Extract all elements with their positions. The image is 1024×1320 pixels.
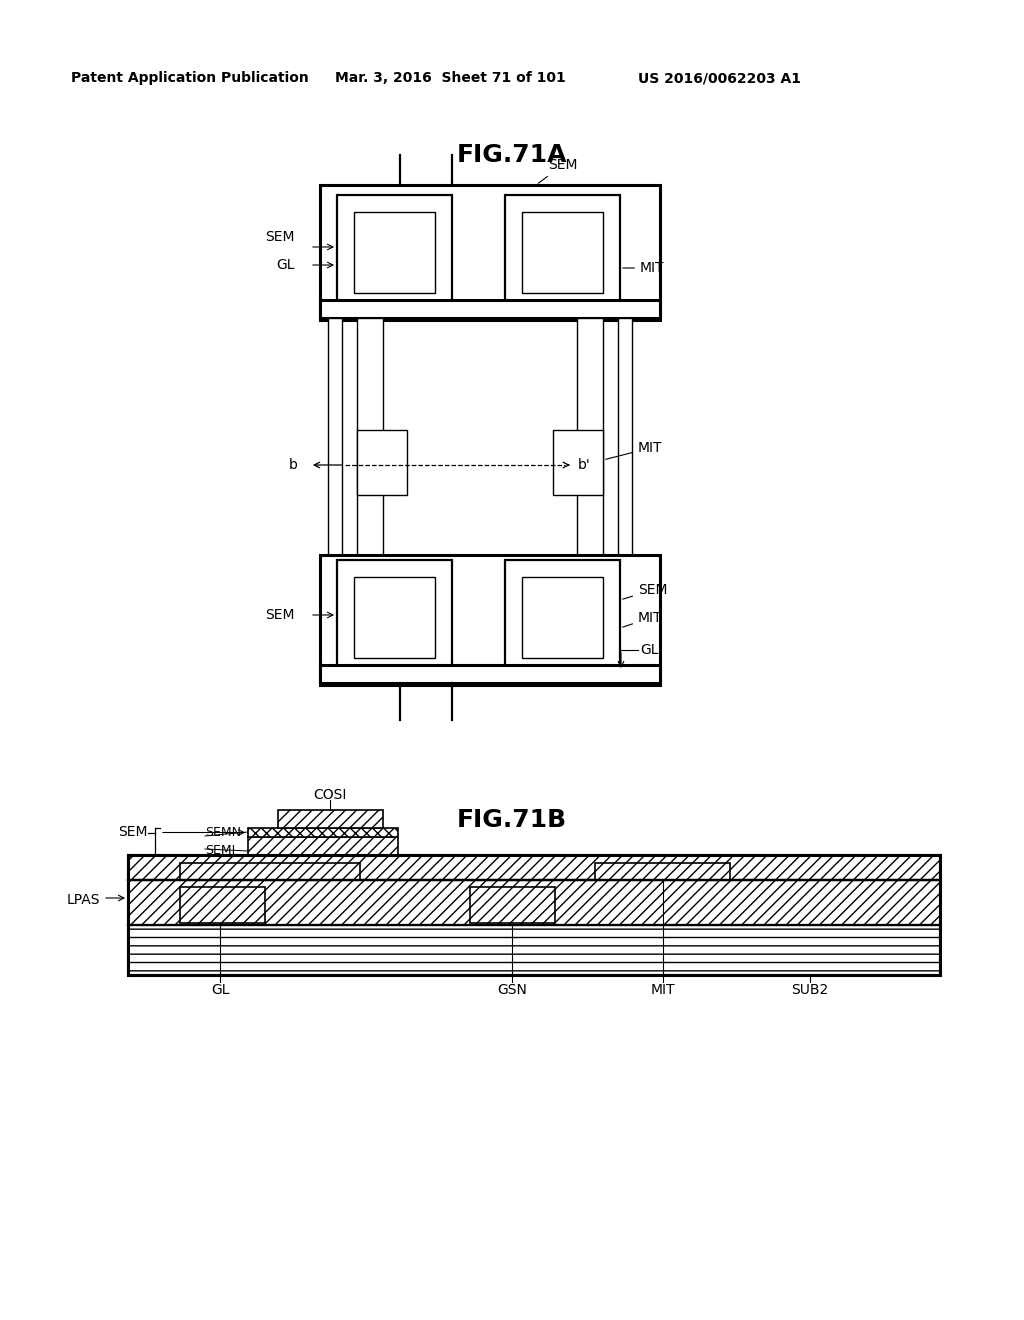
Bar — [522, 577, 603, 657]
Text: SEM: SEM — [539, 158, 578, 183]
Bar — [337, 560, 452, 675]
Text: GL: GL — [211, 983, 229, 997]
Bar — [319, 300, 660, 318]
Bar — [470, 887, 555, 923]
Bar — [553, 430, 603, 495]
Text: GL: GL — [640, 643, 658, 657]
Bar — [337, 195, 452, 310]
Bar — [354, 213, 435, 293]
Text: MIT: MIT — [650, 983, 675, 997]
Text: GL: GL — [276, 257, 295, 272]
Bar — [128, 855, 940, 880]
Text: FIG.71A: FIG.71A — [457, 143, 567, 168]
Bar — [595, 863, 730, 880]
Bar — [248, 837, 398, 855]
Bar — [577, 318, 603, 560]
Text: Mar. 3, 2016  Sheet 71 of 101: Mar. 3, 2016 Sheet 71 of 101 — [335, 71, 565, 84]
Text: b': b' — [578, 458, 591, 473]
Text: MIT: MIT — [623, 261, 665, 275]
Bar — [522, 213, 603, 293]
Bar — [319, 554, 660, 685]
Bar — [357, 318, 383, 560]
Bar — [319, 665, 660, 682]
Bar — [505, 195, 620, 310]
Text: SEMN: SEMN — [205, 825, 241, 838]
Bar — [354, 577, 435, 657]
Text: SEM: SEM — [623, 583, 668, 599]
Text: Patent Application Publication: Patent Application Publication — [71, 71, 309, 84]
Bar — [128, 925, 940, 975]
Text: SUB2: SUB2 — [792, 983, 828, 997]
Text: US 2016/0062203 A1: US 2016/0062203 A1 — [639, 71, 802, 84]
Text: SEM: SEM — [119, 825, 148, 840]
Bar — [180, 863, 360, 880]
Text: SEM: SEM — [265, 230, 295, 244]
Text: LPAS: LPAS — [67, 894, 100, 907]
Text: GSN: GSN — [497, 983, 527, 997]
Text: SEMI: SEMI — [205, 845, 236, 858]
Bar — [319, 185, 660, 319]
Bar — [505, 560, 620, 675]
Text: COSI: COSI — [313, 788, 347, 803]
Bar — [618, 318, 632, 560]
Bar — [278, 810, 383, 828]
Text: FIG.71B: FIG.71B — [457, 808, 567, 832]
Bar — [248, 828, 398, 837]
Bar — [328, 318, 342, 560]
Bar — [357, 430, 407, 495]
Text: b: b — [289, 458, 298, 473]
Text: MIT: MIT — [605, 441, 663, 459]
Text: MIT: MIT — [623, 611, 663, 627]
Bar — [180, 887, 265, 923]
Text: SEM: SEM — [265, 609, 295, 622]
Bar — [128, 880, 940, 925]
